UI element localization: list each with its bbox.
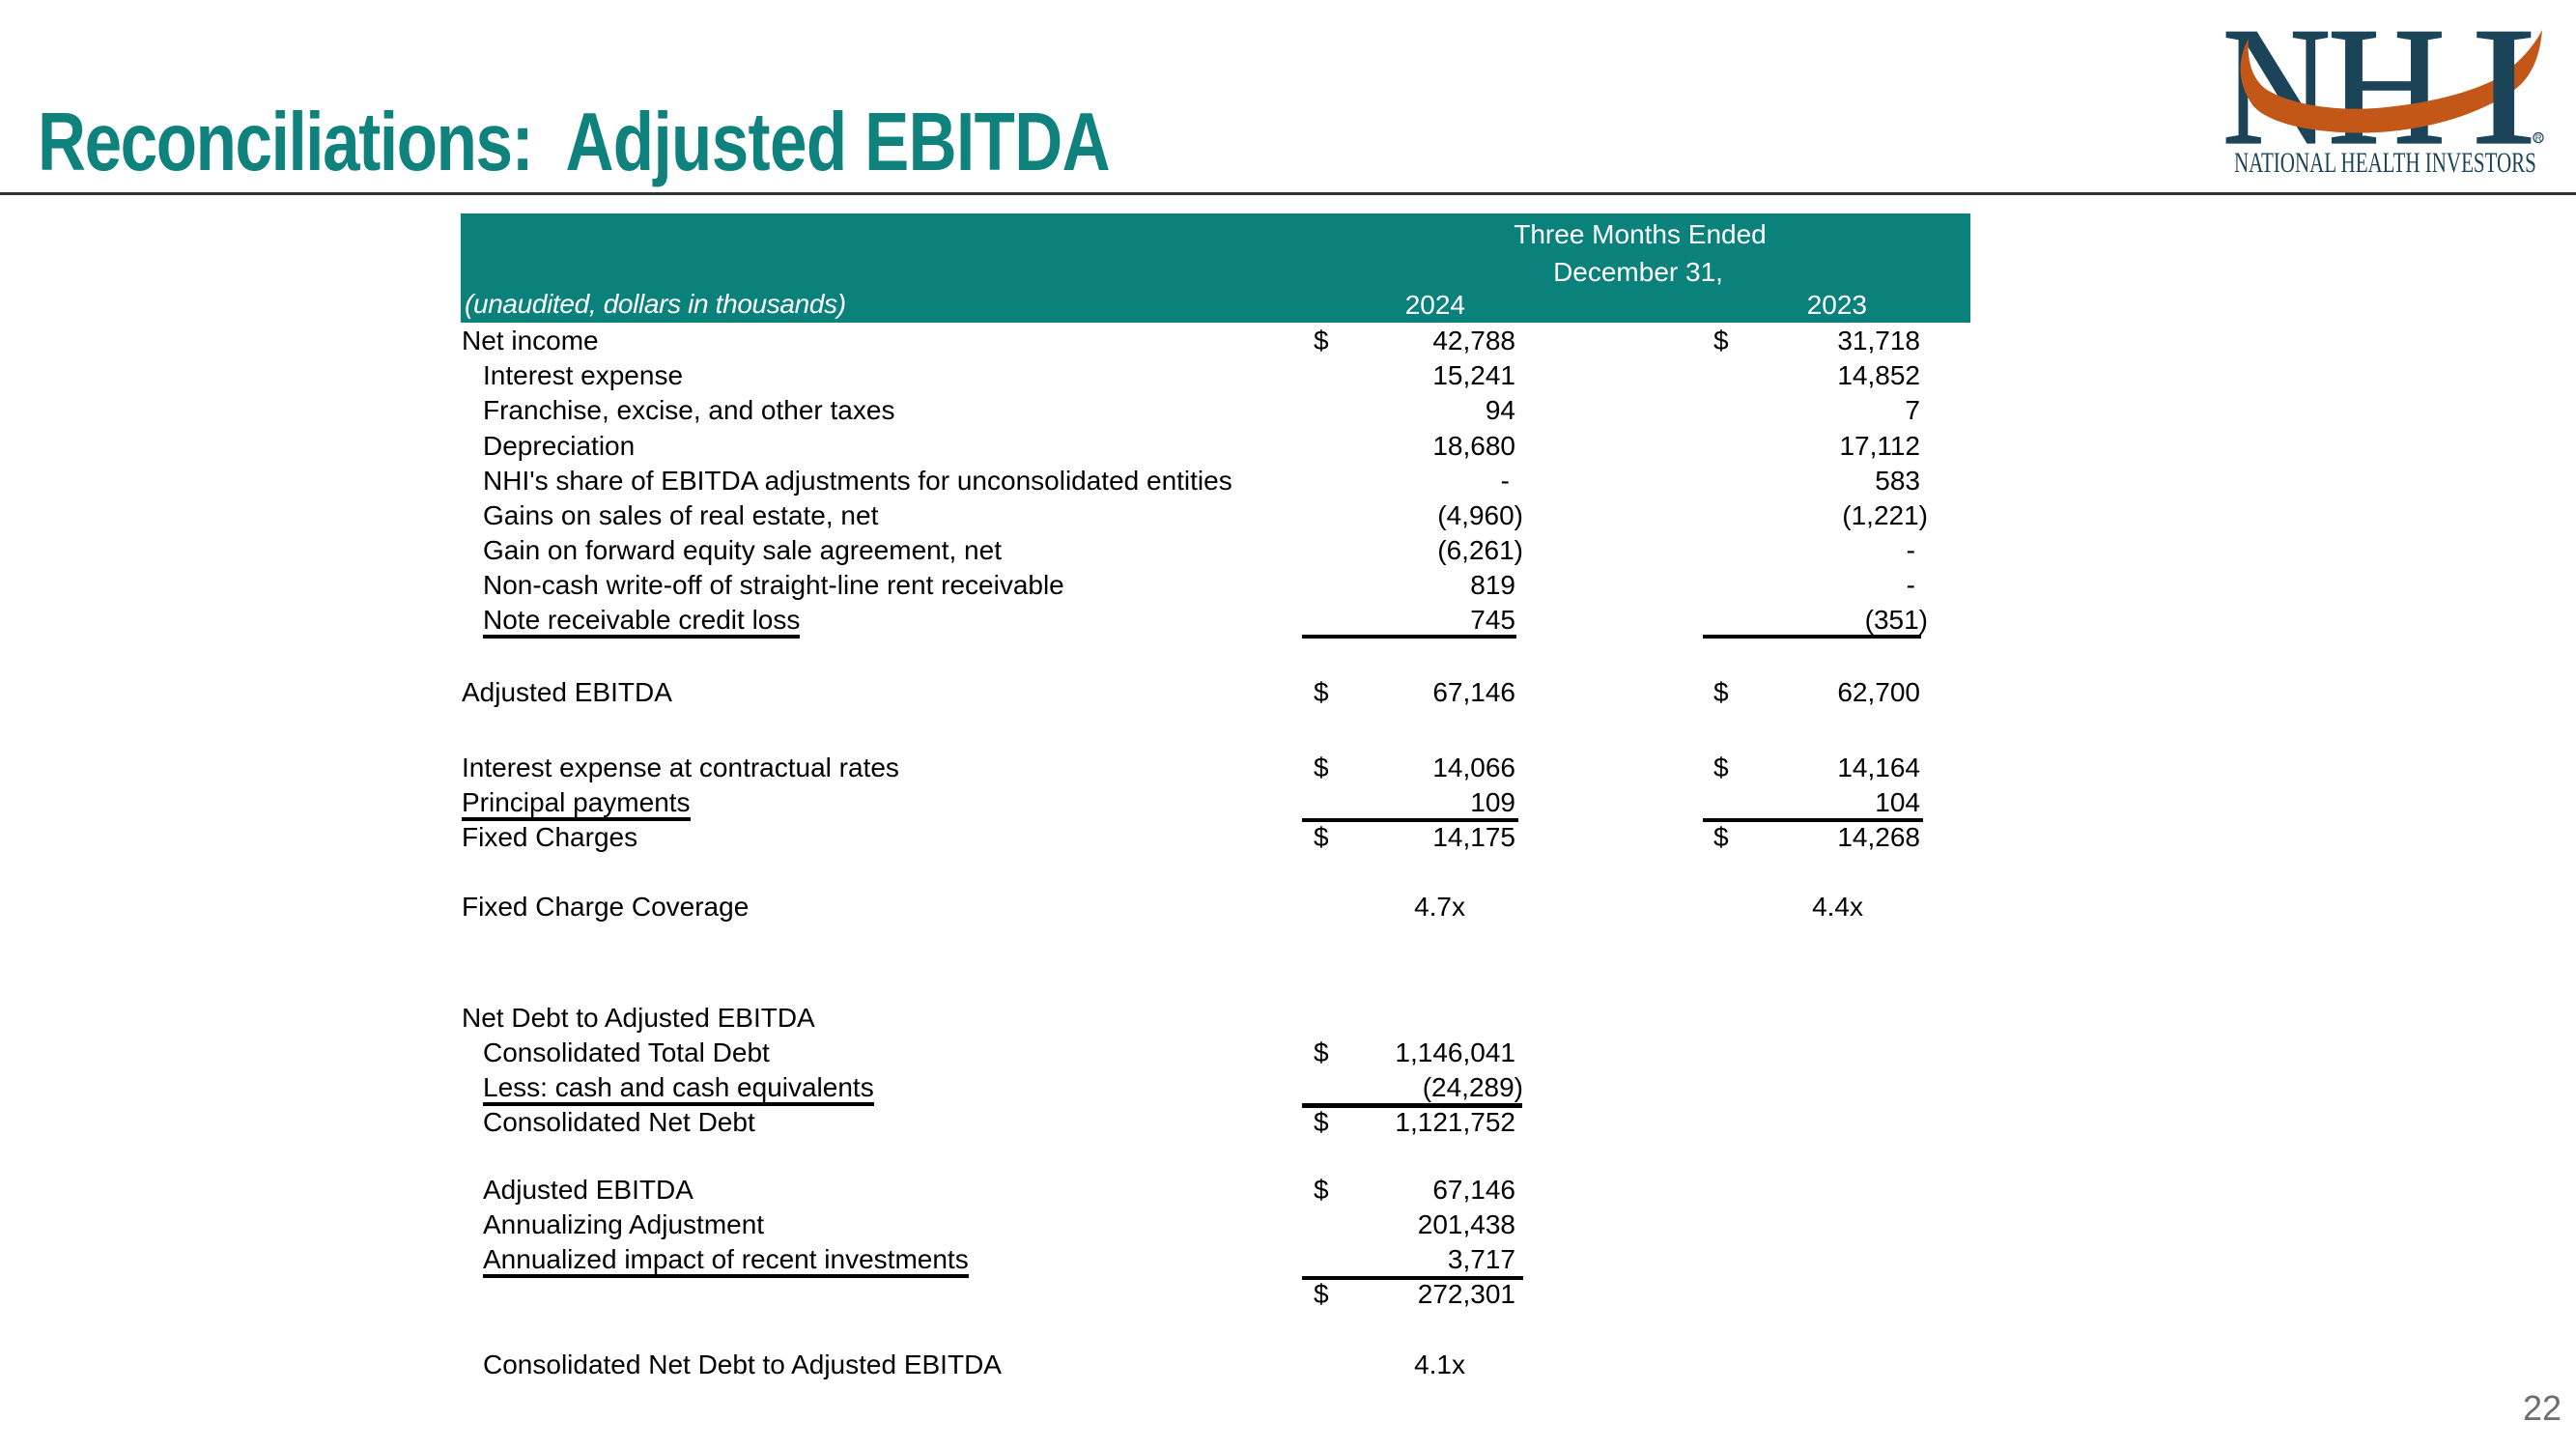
svg-text:I: I — [2471, 19, 2536, 180]
svg-text:NATIONAL HEALTH INVESTORS: NATIONAL HEALTH INVESTORS — [2234, 146, 2536, 179]
svg-text:R: R — [2535, 133, 2542, 144]
svg-text:H: H — [2328, 19, 2446, 180]
